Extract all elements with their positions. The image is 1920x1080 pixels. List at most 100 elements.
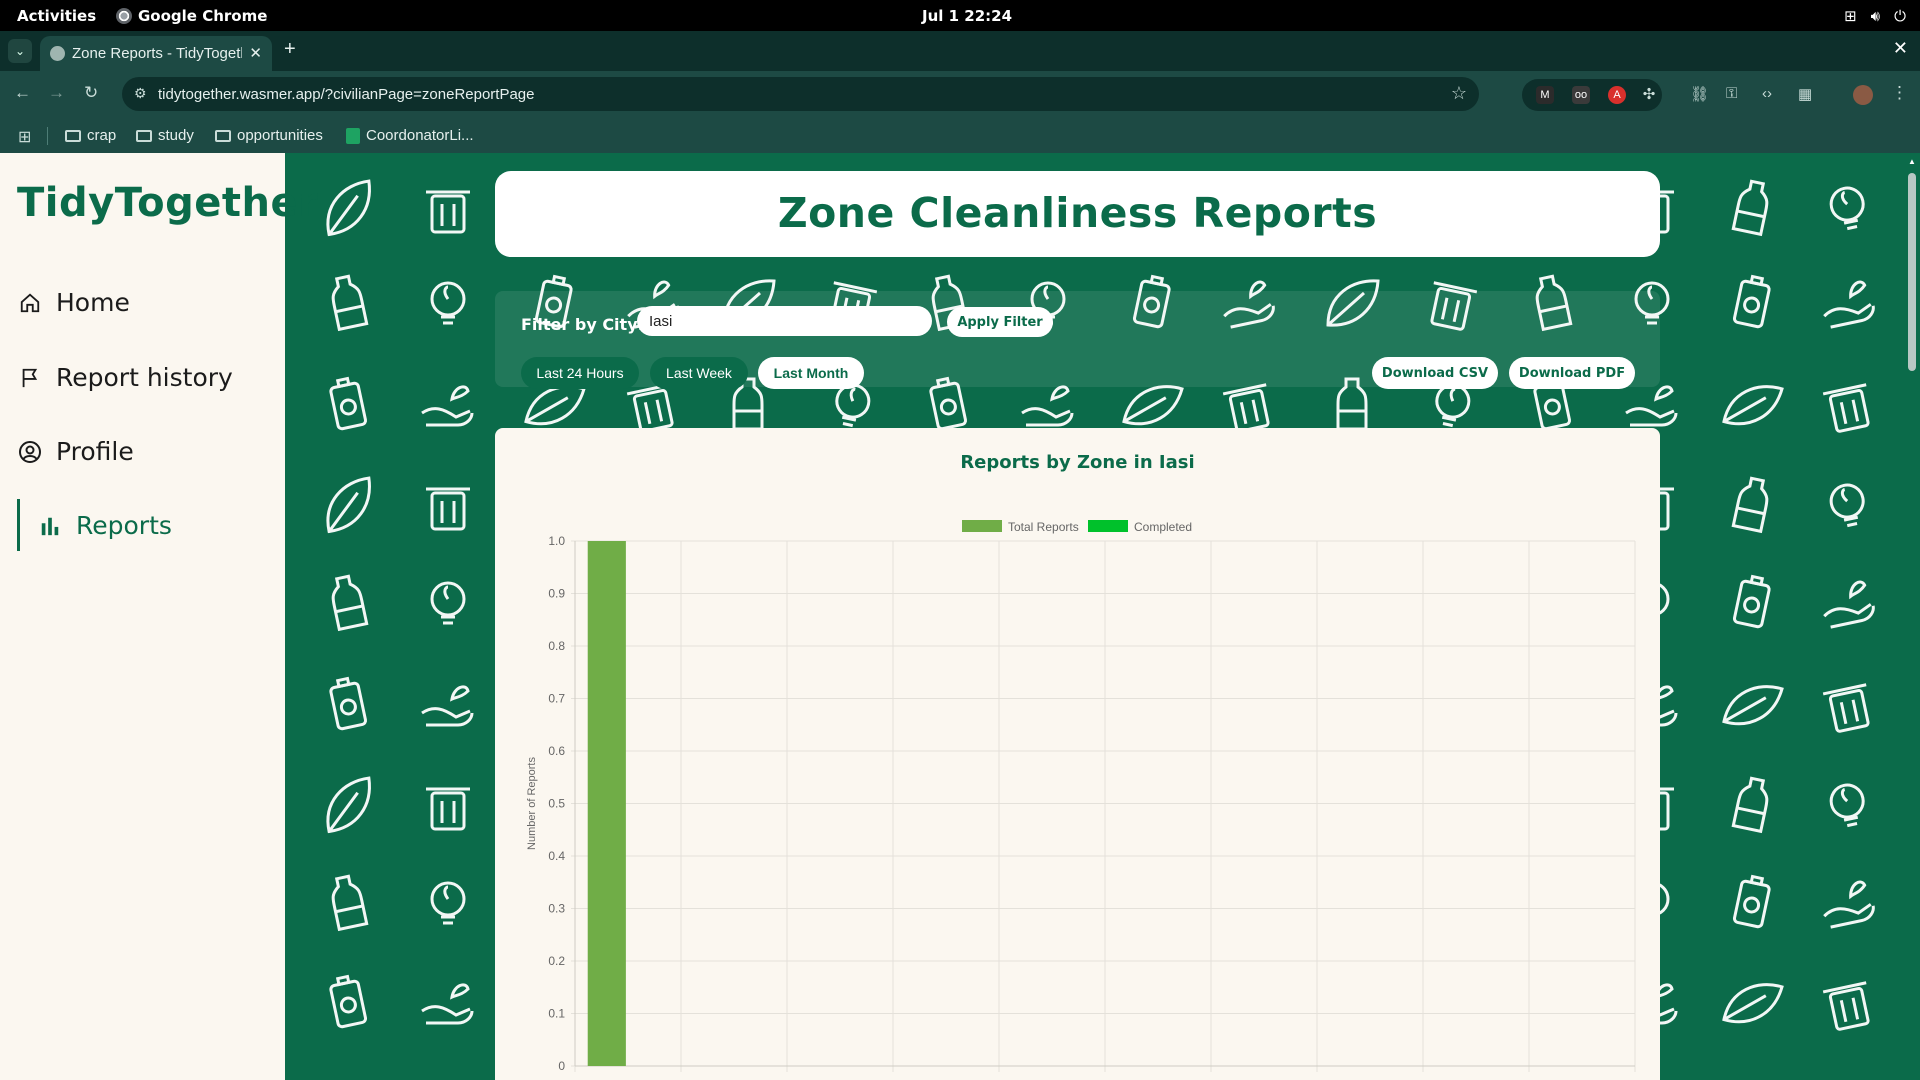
key-icon[interactable]: ⚿: [1726, 85, 1738, 102]
back-icon[interactable]: ←: [14, 83, 31, 102]
apply-filter-button[interactable]: Apply Filter: [947, 307, 1053, 337]
legend-label-1[interactable]: Completed: [1134, 520, 1192, 534]
battery-icon: [1732, 574, 1771, 629]
filter-label: Filter by City:: [521, 315, 645, 334]
profile-avatar[interactable]: [1853, 85, 1873, 105]
page-header-card: Zone Cleanliness Reports: [495, 171, 1660, 257]
system-tray[interactable]: ⊞ 🔊︎ ⏻: [1844, 7, 1906, 25]
tab-search-button[interactable]: ⌄: [8, 39, 32, 63]
legend-swatch-0[interactable]: [962, 520, 1002, 532]
bulb-icon: [430, 281, 466, 325]
y-tick-label: 0.2: [548, 954, 565, 968]
bar-total-reports-0[interactable]: [587, 541, 626, 1066]
hand-icon: [421, 685, 474, 727]
app-menu[interactable]: Google Chrome: [116, 7, 267, 25]
y-tick-label: 0.7: [548, 692, 565, 706]
adblock-icon[interactable]: A: [1608, 86, 1626, 104]
reload-icon[interactable]: ↻: [84, 83, 99, 102]
activities-button[interactable]: Activities: [17, 7, 97, 25]
web-page: TidyTogether Home Report history Profile: [0, 153, 1920, 1080]
leaf-icon: [1722, 685, 1784, 726]
scrollbar-thumb[interactable]: [1908, 173, 1916, 371]
range-week-button[interactable]: Last Week: [650, 357, 748, 389]
close-tab-icon[interactable]: ✕: [249, 45, 262, 62]
active-tab[interactable]: Zone Reports - TidyTogether ✕: [40, 36, 272, 71]
folder-icon: [65, 129, 81, 142]
y-tick-label: 0.9: [548, 587, 565, 601]
clock[interactable]: Jul 1 22:24: [922, 7, 1013, 25]
extension-m-icon[interactable]: M: [1536, 86, 1554, 104]
range-24h-button[interactable]: Last 24 Hours: [521, 357, 639, 389]
puzzle-icon[interactable]: ✣: [1642, 86, 1656, 103]
chrome-menu-icon[interactable]: ⋮: [1891, 83, 1908, 102]
bookmark-label: study: [158, 127, 194, 144]
sidebar-item-home[interactable]: Home: [18, 288, 130, 317]
sidebar-item-reports[interactable]: Reports: [38, 511, 172, 540]
bookmark-crap[interactable]: crap: [65, 127, 116, 144]
y-tick-label: 0.6: [548, 744, 565, 758]
leaf-icon: [326, 476, 371, 534]
bin-icon: [426, 487, 470, 531]
bin-icon: [426, 190, 470, 234]
city-input[interactable]: [637, 306, 932, 336]
new-tab-button[interactable]: +: [284, 38, 296, 60]
range-month-button[interactable]: Last Month: [758, 357, 864, 389]
page-scrollbar[interactable]: ▲: [1905, 153, 1920, 1080]
bin-icon: [1822, 383, 1870, 433]
sidebar-item-profile[interactable]: Profile: [18, 437, 134, 466]
sidebar-item-label: Profile: [56, 437, 134, 466]
bookmark-label: opportunities: [237, 127, 323, 144]
bottle-icon: [331, 574, 369, 632]
bin-icon: [626, 383, 674, 433]
bottle-icon: [331, 274, 369, 332]
url-text: tidytogether.wasmer.app/?civilianPage=zo…: [158, 86, 535, 103]
bottle-icon: [331, 874, 369, 932]
download-pdf-button[interactable]: Download PDF: [1509, 357, 1635, 389]
tab-strip: ⌄ Zone Reports - TidyTogether ✕ + ✕: [0, 31, 1920, 71]
hand-icon: [421, 385, 474, 427]
address-bar[interactable]: ⚙ tidytogether.wasmer.app/?civilianPage=…: [122, 77, 1479, 111]
battery-icon: [329, 974, 368, 1029]
bottle-icon: [1535, 274, 1573, 332]
y-tick-label: 0.8: [548, 639, 565, 653]
hand-icon: [1223, 280, 1275, 329]
side-panel-icon[interactable]: ▦: [1798, 86, 1813, 103]
y-tick-label: 0.4: [548, 849, 565, 863]
extensions-group: M oo A ✣: [1522, 79, 1662, 111]
forward-icon[interactable]: →: [48, 83, 65, 102]
extension-glasses-icon[interactable]: oo: [1572, 86, 1590, 104]
chrome-icon: [116, 8, 132, 24]
filter-panel: Filter by City: Apply Filter Last 24 Hou…: [495, 291, 1660, 389]
zone-reports-chart: Reports by Zone in Iasi Total Reports Comp…: [526, 452, 1636, 1073]
bookmark-coordonator[interactable]: CoordonatorLi...: [346, 127, 474, 144]
bookmark-opportunities[interactable]: opportunities: [215, 127, 323, 144]
legend-swatch-1[interactable]: [1088, 520, 1128, 532]
bookmark-star-icon[interactable]: ☆: [1450, 83, 1467, 103]
legend-label-0[interactable]: Total Reports: [1008, 520, 1079, 534]
download-csv-button[interactable]: Download CSV: [1372, 357, 1498, 389]
battery-icon: [929, 376, 968, 431]
scroll-up-icon[interactable]: ▲: [1908, 157, 1916, 166]
y-tick-label: 0.3: [548, 902, 565, 916]
chart-title: Reports by Zone in Iasi: [960, 452, 1194, 473]
sidebar-item-report-history[interactable]: Report history: [18, 363, 233, 392]
home-icon: [18, 291, 42, 315]
brand-logo[interactable]: TidyTogether: [17, 180, 319, 226]
site-info-icon[interactable]: ⚙: [134, 85, 147, 101]
bulb-icon: [430, 881, 466, 925]
folder-icon: [215, 129, 231, 142]
window-close-button[interactable]: ✕: [1892, 38, 1908, 58]
battery-icon: [1732, 274, 1771, 329]
leaf-icon: [326, 776, 371, 834]
battery-icon: [1732, 874, 1771, 929]
bookmark-study[interactable]: study: [136, 127, 194, 144]
link-icon[interactable]: ⛓: [1690, 86, 1710, 103]
bookmark-label: crap: [87, 127, 117, 144]
bottle-icon: [1731, 179, 1769, 237]
bin-icon: [1430, 281, 1478, 331]
sidebar: TidyTogether Home Report history Profile: [0, 153, 318, 1080]
apps-grid-icon[interactable]: ⊞: [18, 129, 32, 146]
active-indicator: [17, 499, 20, 551]
bookmarks-separator: [47, 127, 48, 145]
code-icon[interactable]: ‹›: [1762, 85, 1772, 102]
